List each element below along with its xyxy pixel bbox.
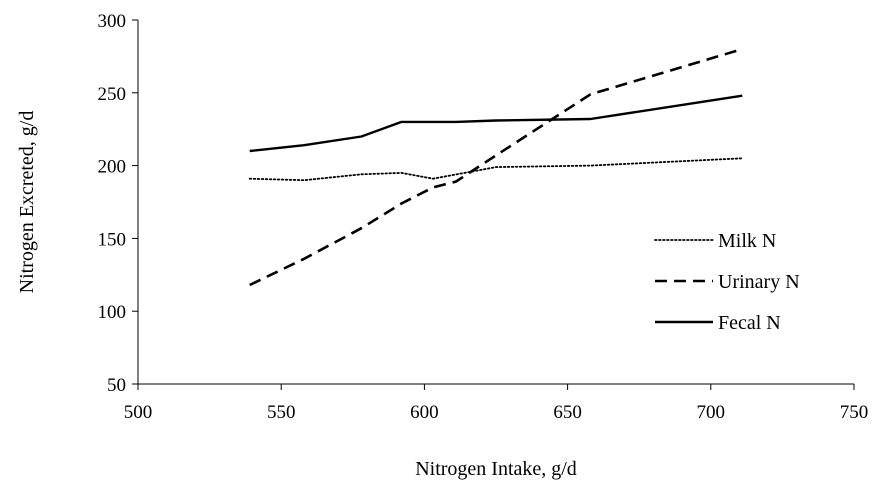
y-tick-label: 150 — [98, 229, 127, 250]
y-ticks: 50 100 150 200 250 300 — [98, 11, 138, 396]
legend-label: Milk N — [718, 230, 776, 252]
y-tick-label: 250 — [98, 84, 127, 105]
y-axis-title: Nitrogen Excreted, g/d — [16, 111, 38, 294]
legend-label: Fecal N — [718, 312, 781, 334]
series-line-milk-n — [248, 157, 744, 182]
x-tick-label: 650 — [553, 402, 582, 423]
y-tick-label: 300 — [98, 11, 127, 32]
series-group — [248, 47, 744, 287]
x-ticks: 500 550 600 650 700 750 — [124, 384, 869, 423]
y-tick-label: 200 — [98, 157, 127, 178]
x-axis-title: Nitrogen Intake, g/d — [415, 458, 577, 480]
legend: Milk N Urinary N Fecal N — [654, 230, 800, 334]
y-tick-label: 50 — [107, 375, 126, 396]
legend-label: Urinary N — [718, 271, 800, 293]
y-tick-label: 100 — [98, 302, 127, 323]
legend-item: Urinary N — [655, 271, 800, 293]
x-tick-label: 600 — [410, 402, 439, 423]
x-tick-label: 700 — [697, 402, 726, 423]
x-tick-label: 500 — [124, 402, 153, 423]
x-tick-label: 550 — [267, 402, 296, 423]
legend-item: Fecal N — [655, 312, 781, 334]
axes — [137, 20, 854, 385]
x-tick-label: 750 — [840, 402, 869, 423]
legend-item: Milk N — [654, 230, 776, 252]
series-line-urinary-n — [249, 47, 743, 287]
series-line-fecal-n — [249, 94, 743, 153]
